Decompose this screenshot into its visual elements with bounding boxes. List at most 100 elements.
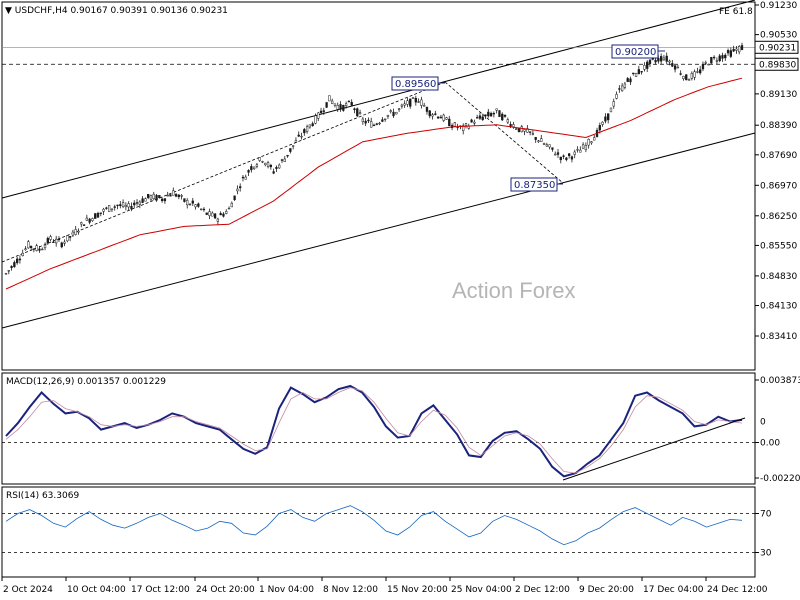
time-axis-label: 10 Oct 04:00 — [67, 585, 126, 595]
time-axis-label: 2 Oct 2024 — [3, 585, 53, 595]
candle-body — [250, 166, 253, 171]
candle-body — [353, 108, 356, 111]
candle-body — [158, 195, 161, 199]
candle-body — [336, 105, 339, 110]
candle-body — [172, 190, 175, 196]
candle-body — [740, 45, 744, 51]
candle-body — [135, 202, 139, 204]
macd-axis-label: 0.00 — [760, 438, 780, 448]
time-axis-label: 2 Dec 12:00 — [515, 585, 570, 595]
macd-axis-label: 0.003873 — [760, 376, 800, 386]
candle-body — [127, 203, 130, 208]
candle-body — [200, 208, 203, 210]
candle-body — [534, 137, 537, 140]
candle-body — [358, 112, 362, 115]
candle-body — [141, 198, 144, 203]
candle-body — [261, 161, 264, 163]
time-axis: 2 Oct 2024 10 Oct 04:00 17 Oct 12:00 24 Oct… — [1, 577, 768, 595]
candle-body — [629, 78, 632, 83]
candle-body — [197, 203, 200, 207]
candle-body — [110, 208, 114, 210]
candle-body — [347, 100, 351, 103]
candle-body — [448, 118, 451, 127]
candle-body — [314, 115, 317, 124]
candle-body — [333, 103, 337, 106]
candle-body — [701, 63, 705, 70]
price-axis-label: 0.86250 — [760, 212, 797, 222]
candle-body — [325, 102, 328, 108]
candle-body — [155, 195, 158, 201]
candle-body — [506, 119, 509, 123]
annotation-low-1: 0.87350 — [514, 180, 555, 191]
candle-body — [484, 114, 487, 117]
time-axis-label: 17 Dec 04:00 — [643, 585, 704, 595]
candle-body — [208, 211, 211, 216]
time-axis-label: 24 Dec 12:00 — [707, 585, 768, 595]
candle-body — [286, 154, 289, 157]
candle-body — [584, 145, 588, 150]
candle-body — [147, 194, 150, 198]
candle-body — [509, 124, 512, 127]
candle-body — [531, 133, 535, 135]
candle-body — [501, 113, 504, 121]
channel-lower-line — [1, 132, 756, 329]
candle-body — [693, 71, 696, 78]
candle-body — [322, 110, 325, 112]
candle-body — [386, 114, 390, 117]
current-price-tag-box — [754, 40, 799, 54]
candle-body — [300, 135, 303, 138]
candle-body — [487, 111, 490, 117]
candle-body — [489, 113, 493, 117]
candle-body — [601, 121, 604, 125]
candle-body — [562, 155, 565, 157]
candle-body — [328, 95, 331, 102]
macd-last-tag: 0 — [760, 418, 766, 428]
candle-body — [319, 110, 323, 114]
candle-body — [124, 205, 128, 208]
candle-body — [367, 119, 370, 122]
candle-body — [439, 116, 443, 119]
candle-body — [18, 258, 22, 261]
candle-body — [41, 248, 44, 251]
candle-body — [682, 76, 685, 79]
candle-body — [400, 104, 404, 107]
candle-body — [275, 167, 278, 169]
price-axis-label: 0.84830 — [760, 272, 797, 282]
candle-body — [503, 114, 507, 117]
candle-body — [266, 162, 270, 167]
candle-body — [94, 213, 97, 219]
rsi-line — [5, 505, 743, 546]
candle-body — [344, 103, 348, 106]
candle-body — [411, 97, 415, 99]
candle-body — [108, 205, 111, 212]
candle-body — [188, 203, 192, 206]
candle-body — [205, 212, 208, 215]
candle-body — [272, 171, 275, 174]
candle-body — [637, 69, 640, 75]
price-axis-label: 0.90530 — [760, 31, 797, 41]
candle-body — [492, 112, 496, 115]
candle-body — [640, 71, 643, 73]
candle-body — [537, 140, 540, 142]
candle-body — [528, 131, 532, 133]
candle-body — [431, 114, 434, 117]
candle-body — [517, 127, 521, 132]
candle-body — [570, 156, 574, 160]
candle-body — [305, 126, 309, 132]
candle-body — [280, 159, 284, 161]
candle-body — [29, 245, 33, 249]
candle-body — [149, 195, 153, 200]
price-axis-label: 0.83410 — [760, 332, 797, 342]
candle-body — [470, 119, 473, 123]
candle-body — [116, 204, 119, 207]
candle-body — [225, 211, 228, 214]
candle-body — [679, 73, 682, 75]
candle-body — [434, 113, 437, 115]
candle-body — [710, 57, 713, 64]
candle-body — [668, 60, 671, 63]
candle-body — [372, 124, 376, 127]
candle-body — [590, 141, 593, 144]
candle-body — [216, 218, 220, 222]
candle-body — [71, 231, 75, 236]
support-price-tag: 0.89830 — [759, 60, 796, 70]
